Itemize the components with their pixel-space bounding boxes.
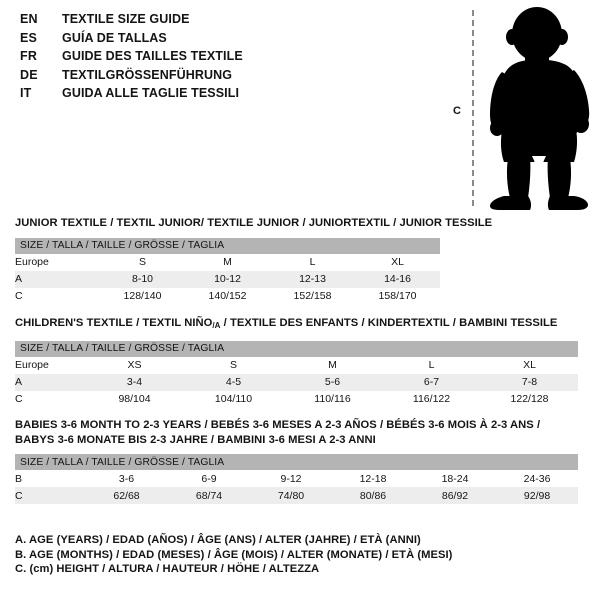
height-measure-label: C [453,105,461,117]
children-title-pre: CHILDREN'S TEXTILE / TEXTIL NIÑO [15,317,213,329]
children-band-label: SIZE / TALLA / TAILLE / GRÖSSE / TAGLIA [15,340,579,357]
junior-band-label: SIZE / TALLA / TAILLE / GRÖSSE / TAGLIA [15,237,441,254]
junior-row-label-a: A [15,270,100,288]
babies-months-3: 9-12 [250,470,332,487]
junior-row-label-europe: Europe [15,253,100,271]
table-row: C 128/140 140/152 152/158 158/170 [15,287,441,305]
junior-age-l: 12-13 [270,270,355,288]
children-row-label-c: C [15,390,85,408]
junior-height-xl: 158/170 [355,287,441,305]
children-table-band-row: SIZE / TALLA / TAILLE / GRÖSSE / TAGLIA [15,340,579,357]
children-age-m: 5-6 [283,373,382,391]
children-height-m: 110/116 [283,390,382,408]
babies-months-4: 12-18 [332,470,414,487]
children-row-label-a: A [15,373,85,391]
table-row: Europe S M L XL [15,253,441,271]
junior-size-m: M [185,253,270,271]
junior-size-table: SIZE / TALLA / TAILLE / GRÖSSE / TAGLIA … [15,237,441,305]
junior-row-label-c: C [15,287,100,305]
children-row-label-europe: Europe [15,356,85,374]
junior-section-title: JUNIOR TEXTILE / TEXTIL JUNIOR/ TEXTILE … [15,217,493,229]
language-title-it: GUIDA ALLE TAGLIE TESSILI [62,86,240,100]
children-size-xs: XS [85,356,184,374]
children-height-xl: 122/128 [481,390,579,408]
toddler-silhouette-icon [490,7,590,210]
table-row: C 62/68 68/74 74/80 80/86 86/92 92/98 [15,487,579,504]
babies-height-5: 86/92 [414,487,496,504]
junior-table-band-row: SIZE / TALLA / TAILLE / GRÖSSE / TAGLIA [15,237,441,254]
language-row-es: ES GUÍA DE TALLAS [20,31,320,50]
babies-section-title-line1: BABIES 3-6 MONTH TO 2-3 YEARS / BEBÉS 3-… [15,419,541,431]
language-title-block: EN TEXTILE SIZE GUIDE ES GUÍA DE TALLAS … [20,12,320,105]
children-height-xs: 98/104 [85,390,184,408]
children-height-s: 104/110 [184,390,283,408]
table-row: C 98/104 104/110 110/116 116/122 122/128 [15,390,579,408]
children-age-xl: 7-8 [481,373,579,391]
height-measurement-figure: C [440,0,600,215]
children-age-s: 4-5 [184,373,283,391]
babies-table-band-row: SIZE / TALLA / TAILLE / GRÖSSE / TAGLIA [15,454,579,470]
babies-months-5: 18-24 [414,470,496,487]
babies-height-4: 80/86 [332,487,414,504]
language-code-es: ES [20,30,38,45]
legend-line-a: A. AGE (YEARS) / EDAD (AÑOS) / ÂGE (ANS)… [15,534,421,546]
babies-months-6: 24-36 [496,470,579,487]
legend-line-c: C. (cm) HEIGHT / ALTURA / HAUTEUR / HÖHE… [15,563,320,575]
babies-months-2: 6-9 [168,470,250,487]
junior-size-s: S [100,253,185,271]
table-row: A 8-10 10-12 12-13 14-16 [15,270,441,288]
babies-row-label-b: B [15,470,85,487]
language-code-en: EN [20,12,38,26]
height-dashed-line [472,10,474,206]
language-title-de: TEXTILGRÖSSENFÜHRUNG [62,67,233,82]
babies-band-label: SIZE / TALLA / TAILLE / GRÖSSE / TAGLIA [15,454,579,470]
junior-height-s: 128/140 [100,287,185,305]
babies-months-1: 3-6 [85,470,168,487]
children-size-xl: XL [481,356,579,374]
children-age-l: 6-7 [382,373,481,391]
children-size-m: M [283,356,382,374]
language-code-de: DE [20,67,38,82]
junior-height-l: 152/158 [270,287,355,305]
babies-size-table: SIZE / TALLA / TAILLE / GRÖSSE / TAGLIA … [15,454,579,504]
junior-height-m: 140/152 [185,287,270,305]
language-title-en: TEXTILE SIZE GUIDE [62,12,190,26]
junior-age-xl: 14-16 [355,270,441,288]
language-row-en: EN TEXTILE SIZE GUIDE [20,12,320,31]
table-row: Europe XS S M L XL [15,356,579,374]
babies-section-title-line2: BABYS 3-6 MONATE BIS 2-3 JAHRE / BAMBINI… [15,433,376,446]
children-size-s: S [184,356,283,374]
language-title-fr: GUIDE DES TAILLES TEXTILE [62,49,243,63]
table-row: A 3-4 4-5 5-6 6-7 7-8 [15,373,579,391]
junior-age-m: 10-12 [185,270,270,288]
language-row-it: IT GUIDA ALLE TAGLIE TESSILI [20,86,320,105]
junior-size-l: L [270,253,355,271]
junior-size-xl: XL [355,253,441,271]
children-section-title: CHILDREN'S TEXTILE / TEXTIL NIÑO/A / TEX… [15,316,578,334]
babies-height-2: 68/74 [168,487,250,504]
language-row-de: DE TEXTILGRÖSSENFÜHRUNG [20,68,320,87]
legend-line-b: B. AGE (MONTHS) / EDAD (MESES) / ÂGE (MO… [15,548,453,561]
children-title-post: / TEXTILE DES ENFANTS / KINDERTEXTIL / B… [220,317,558,329]
children-size-table: SIZE / TALLA / TAILLE / GRÖSSE / TAGLIA … [15,340,579,408]
children-height-l: 116/122 [382,390,481,408]
language-code-it: IT [20,86,32,100]
children-age-xs: 3-4 [85,373,184,391]
children-textile-section: CHILDREN'S TEXTILE / TEXTIL NIÑO/A / TEX… [15,316,579,408]
language-title-es: GUÍA DE TALLAS [62,30,167,45]
junior-textile-section: JUNIOR TEXTILE / TEXTIL JUNIOR/ TEXTILE … [15,216,492,305]
children-title-subscript: /A [212,321,221,330]
language-code-fr: FR [20,49,38,63]
babies-height-1: 62/68 [85,487,168,504]
babies-textile-section: BABIES 3-6 MONTH TO 2-3 YEARS / BEBÉS 3-… [15,418,579,504]
legend-block: A. AGE (YEARS) / EDAD (AÑOS) / ÂGE (ANS)… [15,533,452,577]
language-row-fr: FR GUIDE DES TAILLES TEXTILE [20,49,320,68]
babies-row-label-c: C [15,487,85,504]
babies-height-6: 92/98 [496,487,579,504]
table-row: B 3-6 6-9 9-12 12-18 18-24 24-36 [15,470,579,487]
children-size-l: L [382,356,481,374]
babies-height-3: 74/80 [250,487,332,504]
junior-age-s: 8-10 [100,270,185,288]
